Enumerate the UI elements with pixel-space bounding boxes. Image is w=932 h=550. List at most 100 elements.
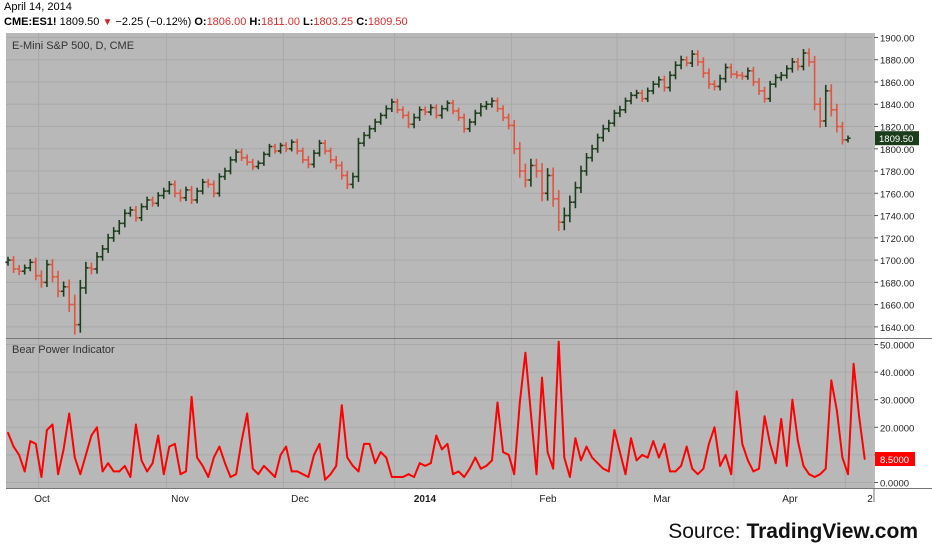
indicator-point (290, 470, 293, 473)
indicator-point (858, 415, 861, 418)
indicator-point (602, 467, 605, 470)
indicator-point (274, 476, 276, 478)
indicator-point (468, 467, 471, 470)
ohlc-bar (756, 77, 762, 95)
indicator-point (429, 462, 432, 465)
quote-line: CME:ES1! 1809.50 ▼ −2.25 (−0.12%) O:1806… (4, 16, 408, 28)
ohlc-bar (617, 105, 623, 118)
ohlc-bar (472, 109, 478, 126)
indicator-point (240, 440, 243, 442)
indicator-point (285, 445, 288, 448)
price-tick-label: 1800.00 (880, 145, 914, 156)
ohlc-bar (823, 84, 829, 127)
indicator-point (635, 459, 638, 462)
ohlc-bar (812, 55, 818, 111)
ohlc-bar (394, 98, 401, 114)
chart-area[interactable]: 1640.00 1660.00 1680.00 1700.00 1720.00 1740.… (0, 32, 932, 510)
ohlc-bar (800, 49, 807, 71)
ohlc-bar (739, 71, 745, 80)
ohlc-bar (200, 178, 206, 195)
indicator-point (457, 470, 460, 473)
indicator-point (502, 451, 504, 454)
indicator-point (619, 451, 621, 454)
ohlc-bar (150, 196, 156, 207)
indicator-point (646, 456, 649, 459)
indicator-point (218, 445, 221, 448)
ohlc-bar (711, 80, 718, 91)
ohlc-bar (294, 138, 300, 155)
indicator-point (146, 470, 148, 473)
ohlc-bar (138, 203, 145, 222)
indicator-tick-label: 0.0000 (880, 478, 909, 489)
price-panel-bg[interactable] (6, 33, 873, 338)
ohlc-bar (5, 256, 11, 266)
indicator-point (835, 409, 838, 412)
ohlc-bar (99, 244, 106, 261)
ohlc-bar (144, 196, 150, 210)
ohlc-bar (400, 106, 406, 119)
ohlc-bar (700, 57, 706, 78)
indicator-point (546, 451, 549, 454)
ohlc-bar (16, 264, 22, 276)
ohlc-bar (300, 147, 306, 164)
ohlc-bar (789, 57, 795, 73)
indicator-point (185, 470, 187, 473)
ohlc-bar (839, 121, 846, 145)
indicator-point (624, 473, 627, 476)
indicator-point (763, 415, 766, 418)
ohlc-bar (205, 178, 211, 188)
indicator-panel-bg[interactable] (6, 339, 873, 488)
ohlc-bar (678, 55, 684, 70)
x-tick-label: Dec (291, 494, 309, 505)
indicator-point (407, 473, 410, 476)
indicator-point (507, 453, 510, 456)
indicator-point (568, 476, 571, 478)
ohlc-bar (216, 173, 222, 197)
indicator-point (40, 476, 43, 478)
ohlc-bar (272, 143, 278, 154)
ohlc-bar (455, 107, 462, 121)
ohlc-bar (222, 167, 228, 180)
indicator-point (607, 470, 610, 473)
indicator-point (84, 453, 87, 456)
indicator-point (251, 467, 254, 470)
ohlc-bar (94, 252, 100, 274)
indicator-point (708, 442, 710, 445)
ohlc-bar (706, 68, 712, 89)
ohlc-bar (389, 98, 395, 113)
ohlc-bar (344, 170, 350, 190)
ohlc-bar (494, 97, 501, 113)
ohlc-bar (806, 48, 812, 67)
indicator-title: Bear Power Indicator (12, 344, 115, 356)
indicator-point (596, 462, 599, 465)
indicator-point (112, 470, 115, 473)
indicator-point (123, 465, 126, 467)
indicator-point (663, 442, 666, 445)
ohlc-bar (161, 187, 167, 199)
indicator-point (190, 396, 193, 398)
ohlc-bar (639, 89, 645, 103)
indicator-point (758, 467, 760, 470)
ohlc-bar (444, 100, 451, 112)
indicator-point (313, 453, 315, 456)
ohlc-bar (33, 257, 39, 281)
ohlc-bar (773, 74, 779, 88)
indicator-point (390, 476, 393, 478)
indicator-point (224, 462, 226, 465)
indicator-point (819, 473, 822, 476)
indicator-point (769, 442, 772, 445)
ohlc-bar (684, 56, 690, 67)
indicator-point (107, 462, 110, 465)
indicator-point (57, 473, 59, 476)
ohlc-bar (361, 132, 367, 147)
ohlc-bar (545, 168, 551, 201)
indicator-point (268, 470, 271, 473)
ohlc-bar (233, 149, 239, 163)
indicator-point (307, 476, 310, 478)
symbol[interactable]: CME:ES1! (4, 16, 57, 28)
price-tick-label: 1840.00 (880, 100, 914, 111)
ohlc-bar (133, 205, 139, 222)
source-credit: Source: TradingView.com (668, 520, 918, 544)
indicator-point (179, 473, 182, 476)
low-value: 1803.25 (313, 16, 354, 28)
